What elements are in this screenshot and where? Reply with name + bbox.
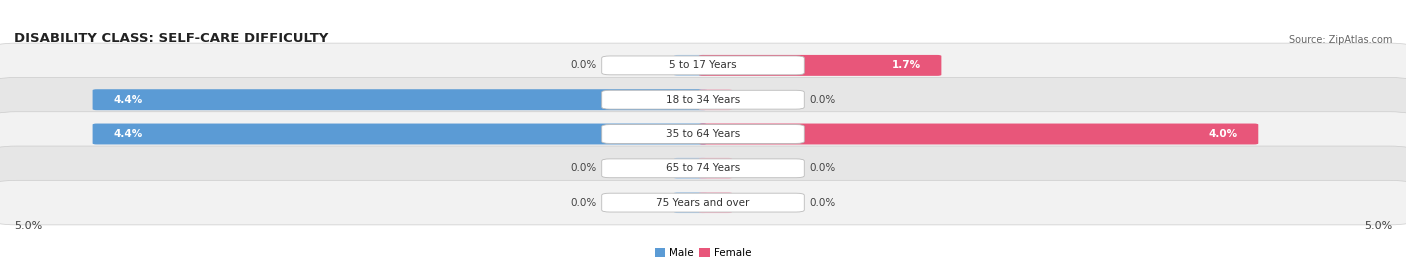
FancyBboxPatch shape <box>0 180 1406 225</box>
Text: 0.0%: 0.0% <box>810 95 837 105</box>
Text: 65 to 74 Years: 65 to 74 Years <box>666 163 740 173</box>
FancyBboxPatch shape <box>0 112 1406 156</box>
FancyBboxPatch shape <box>0 77 1406 122</box>
FancyBboxPatch shape <box>673 158 707 179</box>
FancyBboxPatch shape <box>699 55 942 76</box>
FancyBboxPatch shape <box>602 90 804 109</box>
Text: 0.0%: 0.0% <box>810 163 837 173</box>
FancyBboxPatch shape <box>699 124 1258 144</box>
Text: 5 to 17 Years: 5 to 17 Years <box>669 60 737 70</box>
Text: 4.4%: 4.4% <box>114 95 142 105</box>
FancyBboxPatch shape <box>699 89 733 110</box>
FancyBboxPatch shape <box>673 55 707 76</box>
FancyBboxPatch shape <box>602 125 804 143</box>
Legend: Male, Female: Male, Female <box>651 244 755 263</box>
Text: 18 to 34 Years: 18 to 34 Years <box>666 95 740 105</box>
Text: 0.0%: 0.0% <box>569 60 596 70</box>
Text: 4.4%: 4.4% <box>114 129 142 139</box>
Text: 4.0%: 4.0% <box>1209 129 1237 139</box>
FancyBboxPatch shape <box>699 192 733 213</box>
FancyBboxPatch shape <box>0 146 1406 191</box>
FancyBboxPatch shape <box>602 159 804 178</box>
Text: DISABILITY CLASS: SELF-CARE DIFFICULTY: DISABILITY CLASS: SELF-CARE DIFFICULTY <box>14 32 329 45</box>
Text: 0.0%: 0.0% <box>569 163 596 173</box>
FancyBboxPatch shape <box>93 124 707 144</box>
Text: Source: ZipAtlas.com: Source: ZipAtlas.com <box>1288 35 1392 45</box>
FancyBboxPatch shape <box>602 56 804 75</box>
FancyBboxPatch shape <box>673 192 707 213</box>
Text: 0.0%: 0.0% <box>569 198 596 208</box>
Text: 5.0%: 5.0% <box>1364 221 1392 231</box>
FancyBboxPatch shape <box>602 193 804 212</box>
Text: 35 to 64 Years: 35 to 64 Years <box>666 129 740 139</box>
FancyBboxPatch shape <box>0 43 1406 88</box>
Text: 75 Years and over: 75 Years and over <box>657 198 749 208</box>
FancyBboxPatch shape <box>93 89 707 110</box>
FancyBboxPatch shape <box>699 158 733 179</box>
Text: 1.7%: 1.7% <box>891 60 921 70</box>
Text: 5.0%: 5.0% <box>14 221 42 231</box>
Text: 0.0%: 0.0% <box>810 198 837 208</box>
